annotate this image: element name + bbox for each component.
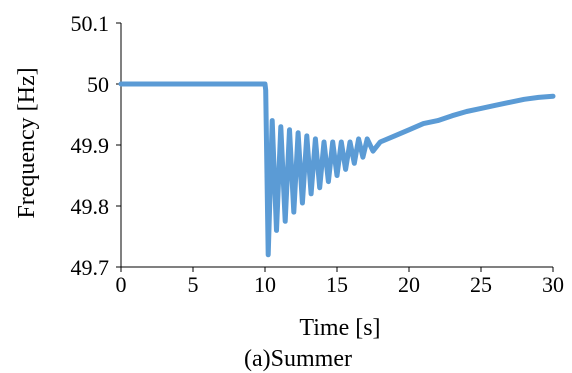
- x-tick-labels: 0 5 10 15 20 25 30: [116, 272, 565, 297]
- x-tick-label: 30: [542, 272, 564, 297]
- x-tick-label: 10: [254, 272, 276, 297]
- x-tick-label: 0: [116, 272, 127, 297]
- x-tick-label: 15: [326, 272, 348, 297]
- y-tick-label: 49.7: [71, 255, 110, 280]
- series-line: [118, 81, 556, 258]
- chart-caption: (a)Summer: [244, 346, 352, 372]
- series-lines: [118, 81, 556, 258]
- x-axis-label: Time [s]: [299, 315, 380, 341]
- y-axis: [116, 22, 122, 268]
- x-tick-label: 25: [470, 272, 492, 297]
- y-tick-label: 50.1: [71, 11, 110, 36]
- y-tick-label: 50: [87, 72, 109, 97]
- y-tick-label: 49.8: [71, 194, 110, 219]
- x-tick-label: 5: [188, 272, 199, 297]
- x-axis: [120, 266, 554, 272]
- y-tick-label: 49.9: [71, 133, 110, 158]
- x-tick-label: 20: [398, 272, 420, 297]
- y-axis-label: Frequency [Hz]: [14, 67, 40, 218]
- y-tick-labels: 49.7 49.8 49.9 50 50.1: [71, 11, 110, 280]
